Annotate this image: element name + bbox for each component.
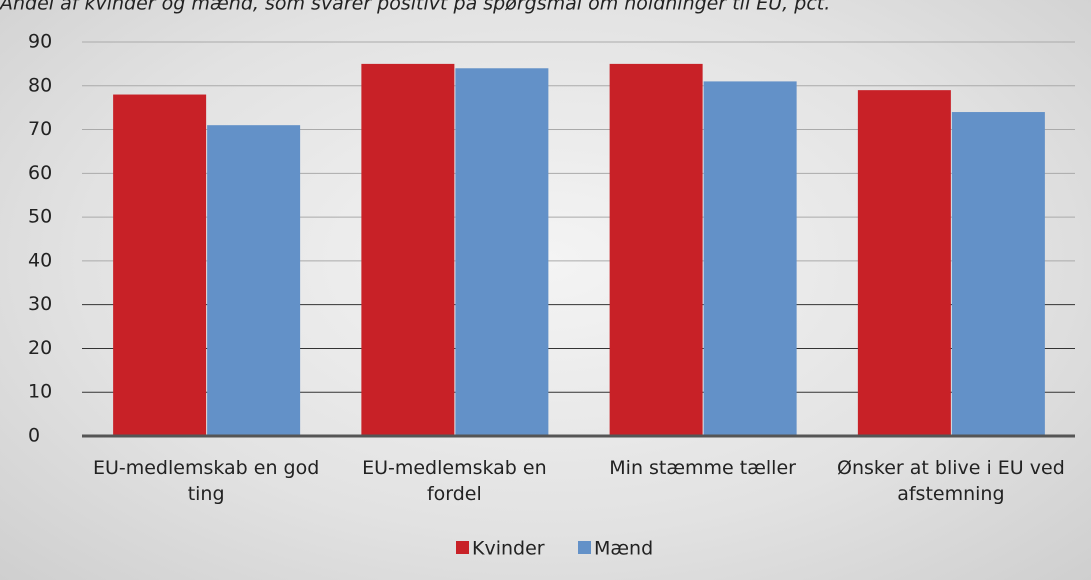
legend-swatch [456,541,469,554]
y-tick-label: 90 [28,31,52,53]
bar [609,63,703,437]
bar [951,112,1045,437]
x-tick-label: Ønsker at blive i EU ved afstemning [837,457,1065,505]
y-tick-label: 0 [28,425,40,447]
bar [361,63,455,437]
y-tick-label: 80 [28,74,52,96]
bar [703,81,797,437]
x-tick-label: EU-medlemskab en fordel [362,457,547,505]
y-tick-label: 10 [28,381,52,403]
y-tick-label: 50 [28,206,52,228]
y-tick-label: 20 [28,337,52,359]
y-tick-label: 60 [28,162,52,184]
bar [455,68,549,437]
y-tick-label: 40 [28,249,52,271]
legend-label: Kvinder [472,538,545,560]
y-tick-label: 70 [28,118,52,140]
bar [113,94,207,437]
bar [857,90,951,437]
legend-label: Mænd [594,538,653,560]
legend-swatch [578,541,591,554]
x-tick-label: EU-medlemskab en god ting [92,457,320,505]
x-tick-label: Min stæmme tæller [609,457,796,479]
chart-title: Andel af kvinder og mænd, som svarer pos… [0,0,830,15]
bar [207,125,301,436]
y-tick-label: 30 [28,293,52,315]
